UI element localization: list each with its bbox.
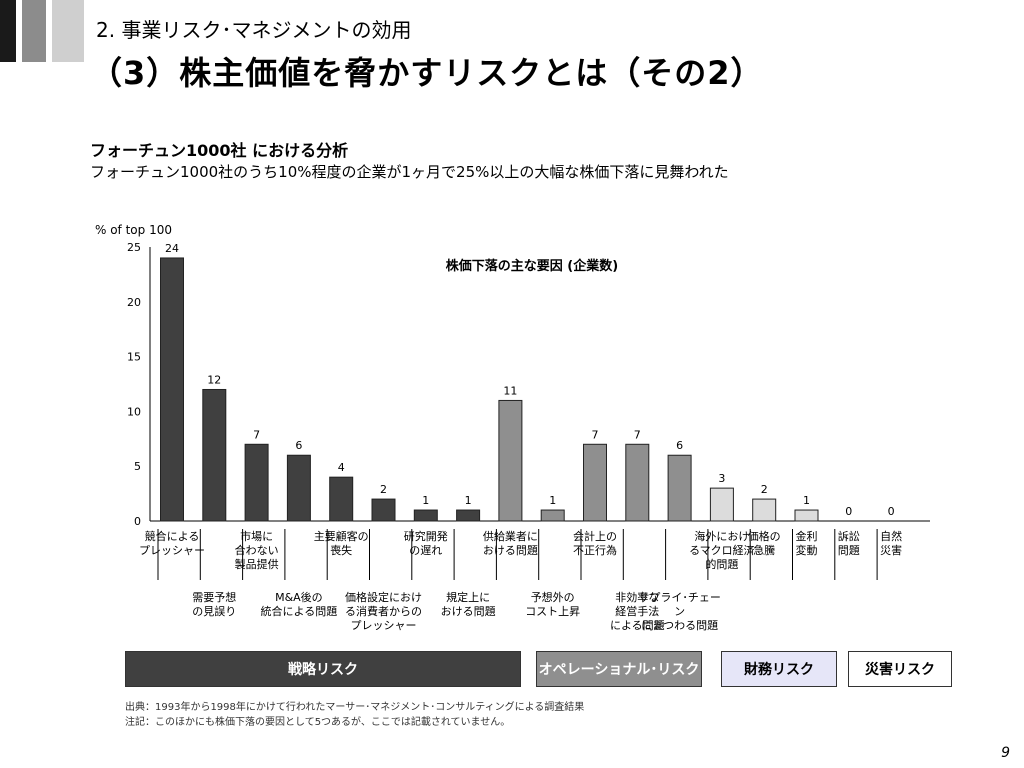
note-footnote: 注記：このほかにも株価下落の要因として5つあるが、ここでは記載されていません。 [125,717,511,728]
y-axis-label: % of top 100 [95,223,172,237]
bar [160,257,184,522]
chart-title: 株価下落の主な要因 (企業数) [446,258,618,274]
header-decoration-light [52,0,84,62]
bar-value-label: 6 [295,439,302,452]
bar-value-label: 1 [465,494,472,507]
legend-strategic-risk: 戦略リスク [125,651,521,687]
bar-value-label: 1 [422,494,429,507]
category-label: M&A後の 統合による問題 [260,591,338,618]
bar [794,509,819,522]
bar-value-label: 3 [718,472,725,485]
bar [244,443,269,522]
category-label: 金利 変動 [795,530,818,557]
category-label: 自然 災害 [880,530,903,557]
bar [202,388,227,522]
category-label: 非効率な 経営手法 による問題 [609,591,665,632]
bar [371,498,396,522]
category-label: 海外におけ るマクロ経済 的問題 [689,530,755,571]
category-label: 価格設定におけ る消費者からの プレッシャー [345,591,422,632]
bar-value-label: 2 [380,483,387,496]
analysis-title: フォーチュン1000社 における分析 [90,141,349,160]
bar [456,509,481,522]
page-title: （3）株主価値を脅かすリスクとは（その2） [90,54,764,92]
header-decoration-dark [0,0,16,62]
bar [329,476,354,522]
category-label: 需要予想 の見誤り [192,591,237,618]
bar-value-label: 7 [634,428,641,441]
bar-value-label: 7 [592,428,599,441]
bar [540,509,565,522]
bar-value-label: 0 [888,505,895,518]
category-label: 規定上に おける問題 [440,591,496,618]
bar-value-label: 12 [207,373,221,386]
bar [583,443,607,522]
legend-financial-risk: 財務リスク [721,651,837,687]
category-label: 研究開発 の遅れ [403,530,448,557]
bar-value-label: 24 [165,242,179,255]
bar-value-label: 6 [676,439,683,452]
section-subtitle: 2. 事業リスク･マネジメントの効用 [96,18,412,42]
y-tick-label: 0 [134,515,141,528]
category-label: 予想外の コスト上昇 [525,591,581,618]
y-tick-label: 10 [127,405,141,418]
bar-value-label: 1 [549,494,556,507]
bar [752,498,777,522]
category-label: 訴訟 問題 [837,530,860,557]
bar [667,454,692,522]
analysis-description: フォーチュン1000社のうち10%程度の企業が1ヶ月で25%以上の大幅な株価下落… [90,163,729,181]
y-tick-label: 25 [127,241,141,254]
bar-value-label: 0 [845,505,852,518]
legend-operational-risk: オペレーショナル･リスク [536,651,702,687]
bar-value-label: 11 [503,384,517,397]
category-label: 会計上の 不正行為 [573,530,617,557]
bar [413,509,438,522]
category-label: 市場に 合わない 製品提供 [234,530,279,571]
bar-value-label: 1 [803,494,810,507]
y-tick-label: 15 [127,351,141,364]
bar-value-label: 2 [761,483,768,496]
category-label: サプライ･チェーン にまつわる問題 [638,591,721,632]
category-label: 主要顧客の 喪失 [313,530,369,557]
header-decoration-mid [22,0,46,62]
bar [709,487,734,522]
page-number: 9 [1001,745,1010,761]
bar-value-label: 4 [338,461,345,474]
category-label: 価格の 急騰 [747,530,781,557]
category-label: 供給業者に おける問題 [482,530,538,557]
bar-value-label: 7 [253,428,260,441]
bar [625,443,650,522]
y-tick-label: 20 [127,296,141,309]
category-label: 競合による プレッシャー [139,530,205,557]
bar [286,454,311,522]
source-footnote: 出典：1993年から1998年にかけて行われたマーサー･マネジメント･コンサルテ… [125,702,585,713]
bar [498,399,523,522]
legend-disaster-risk: 災害リスク [848,651,952,687]
y-tick-label: 5 [134,460,141,473]
